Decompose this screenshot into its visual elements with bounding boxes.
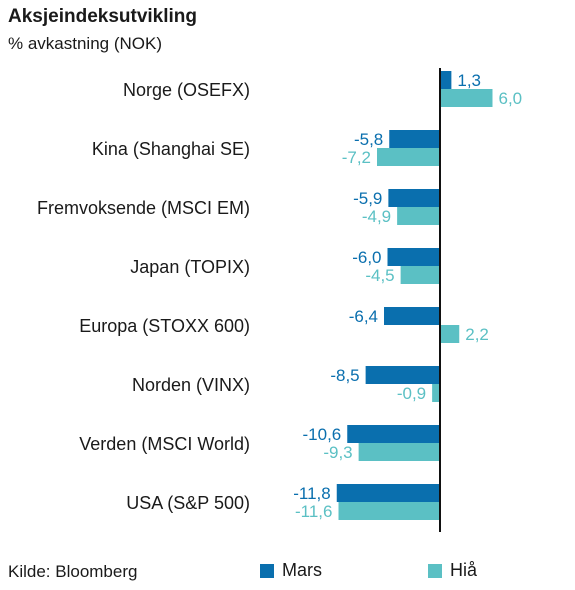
- data-label-mars: -10,6: [303, 425, 342, 444]
- source-note: Kilde: Bloomberg: [8, 562, 138, 581]
- category-label: Europa (STOXX 600): [79, 316, 250, 336]
- legend-label-mars: Mars: [282, 560, 322, 580]
- data-label-mars: -11,8: [293, 484, 331, 503]
- chart-title: Aksjeindeksutvikling: [8, 6, 198, 27]
- data-label-hia: -4,5: [365, 266, 394, 285]
- bar-hia: [400, 266, 440, 284]
- bar-hia: [440, 325, 460, 343]
- data-label-mars: -6,0: [352, 248, 381, 267]
- data-label-hia: -0,9: [397, 384, 426, 403]
- bar-mars: [387, 248, 440, 266]
- data-label-mars: -8,5: [330, 366, 359, 385]
- bar-hia: [338, 502, 440, 520]
- data-label-mars: -5,8: [354, 130, 383, 149]
- data-label-hia: 2,2: [465, 325, 489, 344]
- category-label: Verden (MSCI World): [79, 434, 250, 454]
- bar-mars: [347, 425, 440, 443]
- category-label: Japan (TOPIX): [130, 257, 250, 277]
- bar-mars: [365, 366, 440, 384]
- bar-mars: [384, 307, 440, 325]
- category-label: Fremvoksende (MSCI EM): [37, 198, 250, 218]
- bar-mars: [336, 484, 440, 502]
- legend-label-hia: Hiå: [450, 560, 478, 580]
- legend-item-mars: Mars: [260, 560, 322, 581]
- bar-mars: [388, 189, 440, 207]
- bar-mars: [389, 130, 440, 148]
- legend-swatch-hia: [428, 563, 442, 578]
- bar-hia: [440, 89, 493, 107]
- bar-hia: [397, 207, 440, 225]
- data-label-hia: -11,6: [295, 502, 333, 521]
- bar-hia: [377, 148, 440, 166]
- category-label: Norden (VINX): [132, 375, 250, 395]
- data-label-mars: 1,3: [457, 71, 481, 90]
- data-label-hia: -4,9: [362, 207, 391, 226]
- data-label-hia: 6,0: [499, 89, 523, 108]
- data-label-mars: -5,9: [353, 189, 382, 208]
- data-label-mars: -6,4: [349, 307, 378, 326]
- legend-item-hia: Hiå: [428, 560, 477, 581]
- bar-chart: Norge (OSEFX) 1,3 6,0 Kina (Shanghai SE) -5,…: [37, 68, 523, 532]
- data-label-hia: -7,2: [342, 148, 371, 167]
- chart-subtitle: % avkastning (NOK): [8, 34, 162, 53]
- bar-mars: [440, 71, 452, 89]
- category-label: Kina (Shanghai SE): [92, 139, 250, 159]
- bar-hia: [432, 384, 440, 402]
- category-label: Norge (OSEFX): [123, 80, 250, 100]
- legend-swatch-mars: [260, 563, 274, 578]
- bar-hia: [358, 443, 440, 461]
- category-label: USA (S&P 500): [126, 493, 250, 513]
- data-label-hia: -9,3: [323, 443, 352, 462]
